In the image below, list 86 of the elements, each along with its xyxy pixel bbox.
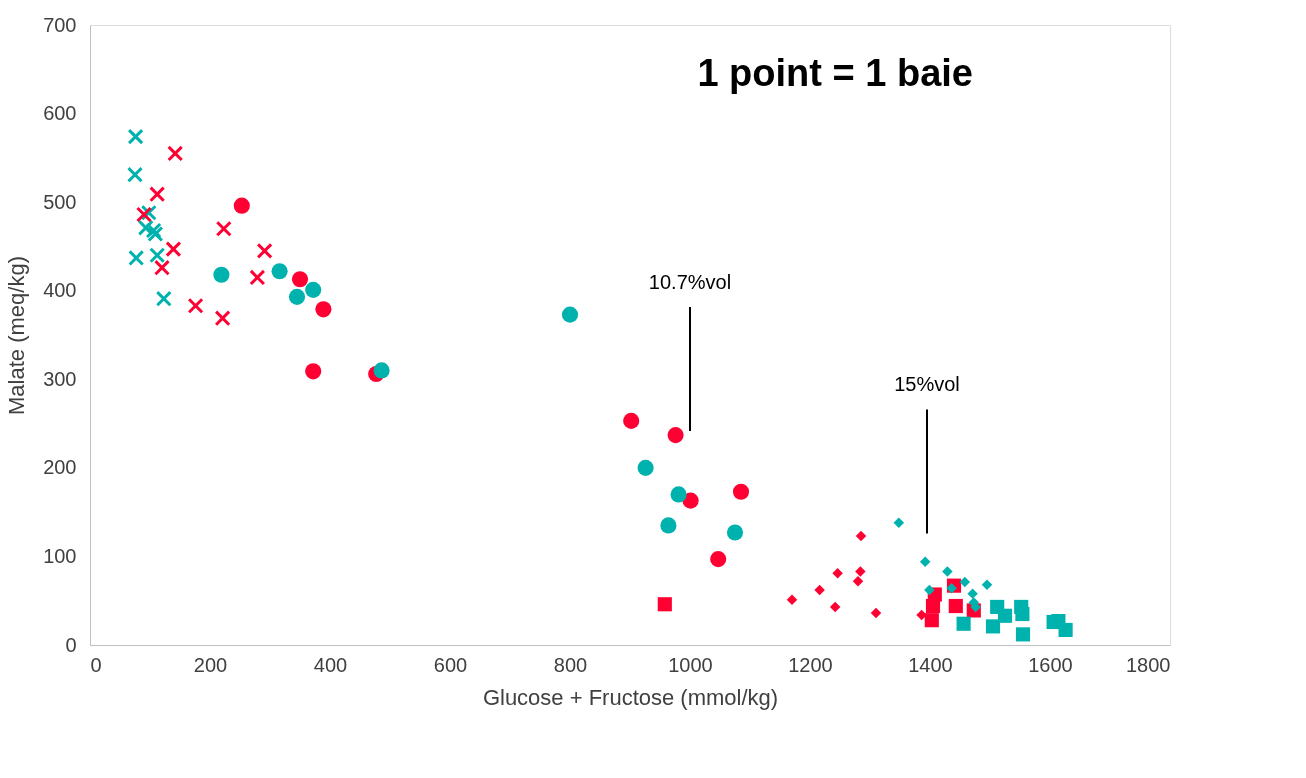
point: [925, 598, 941, 614]
y-tick-label: 0: [65, 633, 77, 656]
point: [128, 249, 145, 266]
x-tick-label: 400: [313, 653, 348, 676]
y-axis-title: Malate (meq/kg): [4, 256, 30, 415]
point: [832, 568, 843, 579]
ref-line-label: 10.7%vol: [648, 271, 732, 294]
point: [256, 242, 273, 259]
point: [726, 524, 744, 541]
point: [829, 601, 841, 613]
y-tick-label: 200: [43, 456, 77, 479]
point: [786, 594, 798, 606]
ref-line-label: 15%vol: [894, 373, 960, 396]
point: [893, 517, 905, 529]
x-tick-label: 1800: [1126, 653, 1171, 676]
point: [967, 588, 978, 599]
point: [660, 517, 677, 534]
x-tick-label: 1000: [668, 653, 713, 676]
y-tick-label: 300: [43, 367, 77, 390]
point: [127, 128, 144, 145]
x-tick-label: 1600: [1028, 653, 1073, 676]
point: [1015, 627, 1031, 642]
point: [732, 483, 750, 500]
point: [135, 206, 153, 223]
point: [149, 186, 166, 203]
point: [956, 616, 971, 631]
point: [213, 266, 230, 283]
point: [145, 222, 162, 239]
point: [149, 247, 166, 264]
point: [288, 288, 306, 305]
point: [637, 459, 654, 476]
point: [870, 607, 882, 619]
point: [919, 556, 931, 567]
point: [916, 609, 927, 621]
point: [187, 297, 204, 314]
point: [855, 530, 867, 542]
x-tick-label: 1200: [788, 653, 833, 676]
x-tick-label: 1400: [908, 653, 953, 676]
x-tick-label: 200: [193, 653, 228, 676]
point: [924, 613, 939, 628]
point: [667, 427, 684, 444]
point: [233, 197, 250, 214]
point: [165, 241, 182, 258]
y-tick-label: 600: [43, 102, 77, 125]
point: [852, 575, 864, 587]
x-tick-label: 600: [433, 653, 468, 676]
x-axis-title: Glucose + Fructose (mmol/kg): [482, 684, 779, 710]
point: [814, 584, 825, 596]
y-tick-label: 700: [43, 13, 77, 36]
point: [948, 598, 963, 614]
point: [147, 226, 164, 243]
x-tick-label: 800: [553, 653, 588, 676]
point: [249, 269, 266, 286]
point: [657, 597, 672, 612]
point: [997, 608, 1013, 623]
point: [682, 492, 699, 509]
point: [959, 576, 971, 588]
point: [315, 301, 332, 318]
point: [1015, 606, 1030, 622]
point: [126, 166, 144, 183]
y-tick-label: 500: [43, 190, 77, 213]
point: [153, 259, 171, 276]
point: [1058, 622, 1073, 638]
point: [305, 281, 322, 298]
point: [561, 306, 579, 323]
annotation: 1 point = 1 baie: [697, 51, 973, 94]
point: [271, 263, 288, 280]
y-tick-label: 100: [43, 544, 77, 567]
y-tick-label: 400: [43, 279, 77, 302]
point: [623, 412, 640, 429]
point: [305, 363, 322, 380]
x-tick-label: 0: [90, 653, 102, 676]
point: [670, 486, 687, 503]
point: [291, 271, 309, 288]
point: [214, 310, 231, 327]
point: [985, 619, 1001, 634]
point: [167, 145, 184, 162]
point: [942, 566, 953, 577]
point: [373, 362, 390, 379]
point: [215, 220, 232, 237]
point: [855, 566, 866, 577]
point: [155, 290, 172, 307]
point: [710, 551, 727, 568]
point: [981, 579, 993, 591]
point: [137, 219, 154, 236]
point: [924, 584, 935, 596]
